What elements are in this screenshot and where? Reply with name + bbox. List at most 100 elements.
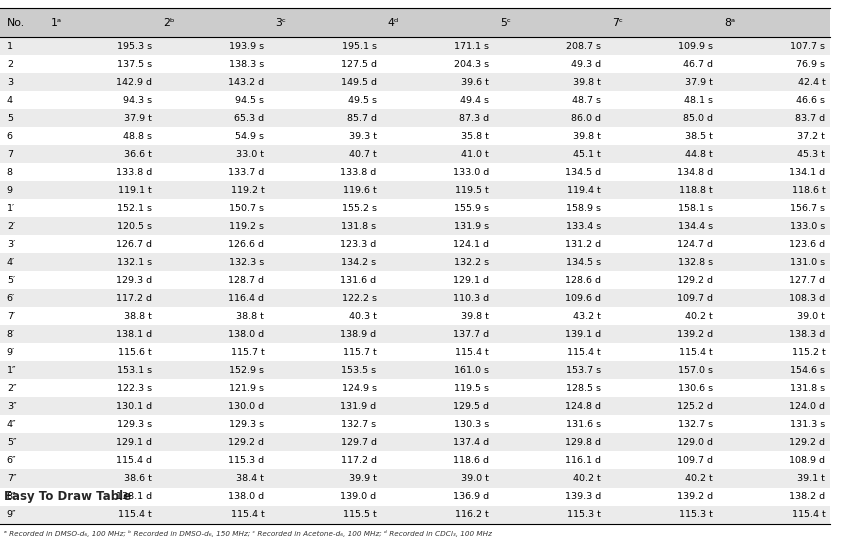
Bar [156,469,269,488]
Text: 46.6 s: 46.6 s [796,96,825,105]
Bar [0,181,44,199]
Text: 124.0 d: 124.0 d [790,402,825,411]
Bar [605,91,717,109]
Text: 119.4 t: 119.4 t [567,186,601,195]
Text: 115.4 t: 115.4 t [791,510,825,519]
Text: 131.8 s: 131.8 s [342,222,377,231]
Text: 49.3 d: 49.3 d [571,60,601,69]
Text: 7ᶜ: 7ᶜ [612,18,623,28]
Text: 137.5 s: 137.5 s [117,60,152,69]
Text: 38.5 t: 38.5 t [685,132,713,141]
Bar [717,433,830,452]
Text: 139.1 d: 139.1 d [564,330,601,339]
Bar [493,109,605,127]
Bar [381,235,493,253]
Text: 115.4 t: 115.4 t [455,348,489,357]
Bar [605,397,717,416]
Bar [381,73,493,91]
Bar [0,416,44,433]
Text: 119.5 t: 119.5 t [455,186,489,195]
Bar [493,505,605,524]
Text: 115.7 t: 115.7 t [230,348,264,357]
Text: 129.3 s: 129.3 s [117,420,152,429]
Text: 119.6 t: 119.6 t [343,186,377,195]
Bar [717,488,830,505]
Bar [381,488,493,505]
Bar [44,343,156,361]
Bar [605,181,717,199]
Bar [0,379,44,397]
Text: 38.4 t: 38.4 t [236,474,264,483]
Bar [0,271,44,289]
Text: 138.1 d: 138.1 d [116,330,152,339]
Text: 118.6 d: 118.6 d [453,456,489,465]
Bar [717,379,830,397]
Bar [0,217,44,235]
Text: 129.5 d: 129.5 d [453,402,489,411]
Bar [605,199,717,217]
Text: 137.4 d: 137.4 d [452,438,489,447]
Bar [44,235,156,253]
Text: 134.1 d: 134.1 d [789,168,825,177]
Text: 153.5 s: 153.5 s [342,366,377,375]
Bar [156,109,269,127]
Text: 130.1 d: 130.1 d [116,402,152,411]
Text: 45.3 t: 45.3 t [797,150,825,159]
Bar [269,343,381,361]
Text: 128.5 s: 128.5 s [566,384,601,393]
Text: Easy To Draw Table: Easy To Draw Table [4,490,132,503]
Text: 115.4 t: 115.4 t [567,348,601,357]
Text: 128.7 d: 128.7 d [229,276,264,285]
Bar [0,452,44,469]
Bar [381,361,493,379]
Text: 7′: 7′ [7,312,15,321]
Bar [269,109,381,127]
Text: 129.2 d: 129.2 d [790,438,825,447]
Bar [156,307,269,325]
Text: 115.4 t: 115.4 t [230,510,264,519]
Bar [605,505,717,524]
Text: 39.3 t: 39.3 t [348,132,377,141]
Text: 5′: 5′ [7,276,15,285]
Bar [493,361,605,379]
Bar [493,289,605,307]
Text: 41.0 t: 41.0 t [461,150,489,159]
Bar [605,416,717,433]
Bar [0,289,44,307]
Bar [269,199,381,217]
Text: 116.4 d: 116.4 d [229,294,264,303]
Bar [605,163,717,181]
Text: 150.7 s: 150.7 s [230,204,264,213]
Text: 2′: 2′ [7,222,15,231]
Text: 138.1 d: 138.1 d [116,492,152,501]
Text: 139.0 d: 139.0 d [340,492,377,501]
Text: 117.2 d: 117.2 d [116,294,152,303]
Bar [0,343,44,361]
Text: 6″: 6″ [7,456,16,465]
Text: 83.7 d: 83.7 d [796,114,825,122]
Bar [156,271,269,289]
Text: 132.7 s: 132.7 s [342,420,377,429]
Bar [493,452,605,469]
Text: ᵃ Recorded in DMSO-d₆, 100 MHz; ᵇ Recorded in DMSO-d₆, 150 MHz; ᶜ Recorded in Ac: ᵃ Recorded in DMSO-d₆, 100 MHz; ᵇ Record… [4,530,492,537]
Text: 39.8 t: 39.8 t [573,78,601,86]
Text: 126.7 d: 126.7 d [116,240,152,249]
Bar [156,199,269,217]
Text: 131.0 s: 131.0 s [790,258,825,267]
Bar [156,416,269,433]
Bar [0,397,44,416]
Text: 85.0 d: 85.0 d [683,114,713,122]
Text: 132.3 s: 132.3 s [230,258,264,267]
Bar [381,145,493,163]
Bar [269,253,381,271]
Bar [493,163,605,181]
Bar [605,361,717,379]
Text: 65.3 d: 65.3 d [235,114,264,122]
Text: 119.2 s: 119.2 s [230,222,264,231]
Text: 129.2 d: 129.2 d [677,276,713,285]
Bar [156,145,269,163]
Bar [0,361,44,379]
Text: 37.2 t: 37.2 t [797,132,825,141]
Bar [156,235,269,253]
Text: 115.6 t: 115.6 t [118,348,152,357]
